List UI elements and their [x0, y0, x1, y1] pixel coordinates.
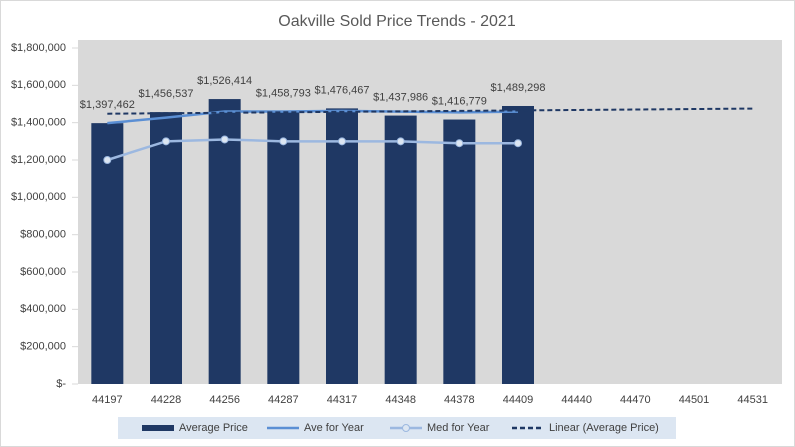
bar [150, 112, 182, 384]
data-label: $1,489,298 [490, 82, 545, 94]
data-label: $1,456,537 [138, 88, 193, 100]
bar [384, 115, 417, 385]
x-tick-label: 44256 [209, 394, 240, 406]
data-label: $1,397,462 [80, 99, 135, 111]
line [107, 107, 753, 115]
y-tick-label: $- [56, 378, 66, 390]
marker [162, 137, 170, 146]
bar [208, 99, 241, 384]
data-label: $1,476,467 [314, 84, 369, 96]
y-tick-label: $400,000 [20, 303, 66, 315]
marker [279, 137, 288, 146]
bar [443, 119, 476, 385]
y-tick-label: $800,000 [20, 229, 66, 241]
y-tick-label: $200,000 [20, 341, 66, 353]
data-label: $1,416,779 [432, 95, 487, 107]
marker [103, 156, 112, 164]
chart-title: Oakville Sold Price Trends - 2021 [278, 13, 516, 30]
x-tick-label: 44228 [151, 394, 182, 406]
x-tick-label: 44287 [268, 394, 299, 406]
x-tick-label: 44378 [444, 394, 475, 406]
line [107, 109, 519, 125]
legend-label: Average Price [179, 422, 248, 434]
x-tick-label: 44470 [620, 394, 651, 406]
y-tick-label: $1,400,000 [11, 117, 66, 129]
y-tick-label: $1,200,000 [11, 154, 66, 166]
legend-label: Ave for Year [304, 422, 364, 434]
line [106, 138, 518, 162]
x-tick-label: 44348 [385, 394, 416, 406]
marker [396, 137, 405, 146]
bar [267, 111, 300, 385]
plot-area [78, 40, 782, 384]
bar [326, 108, 358, 385]
y-tick-label: $1,000,000 [11, 191, 66, 203]
bar [91, 123, 124, 384]
data-label: $1,458,793 [256, 88, 311, 100]
marker [514, 139, 522, 148]
data-label: $1,437,986 [373, 91, 428, 103]
x-tick-label: 44440 [561, 394, 592, 406]
data-label: $1,526,414 [197, 75, 252, 87]
x-tick-label: 44197 [92, 394, 123, 406]
legend-marker [402, 424, 410, 432]
y-tick-label: $1,800,000 [11, 42, 66, 54]
marker [455, 139, 464, 148]
legend-label: Linear (Average Price) [549, 422, 659, 434]
marker [220, 135, 229, 144]
y-tick-label: $1,600,000 [11, 79, 66, 91]
x-tick-label: 44317 [327, 394, 358, 406]
legend-label: Med for Year [427, 422, 490, 434]
x-tick-label: 44501 [679, 394, 710, 406]
legend-swatch [142, 425, 174, 431]
x-tick-label: 44531 [737, 394, 768, 406]
bar [502, 105, 534, 384]
y-tick-label: $600,000 [20, 266, 66, 278]
x-tick-label: 44409 [503, 394, 534, 406]
marker [338, 137, 346, 146]
